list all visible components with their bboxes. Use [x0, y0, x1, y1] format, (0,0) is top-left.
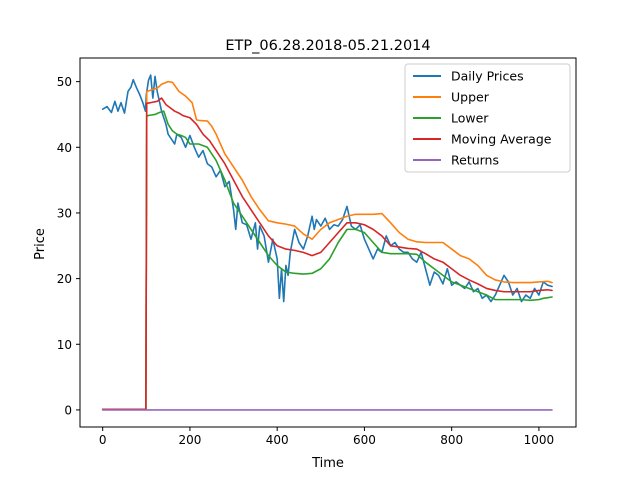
series-line-moving-average	[101, 97, 553, 411]
axes: 0 200 400 600 800 1000 0 10 20 30 40 50	[57, 57, 577, 447]
y-tick-label: 40	[57, 141, 72, 155]
legend-label-lower: Lower	[451, 111, 489, 126]
legend-label-upper: Upper	[451, 90, 490, 105]
legend-box	[404, 63, 571, 173]
legend: Daily Prices Upper Lower Moving Average Retu…	[404, 63, 571, 173]
chart-title: ETP_06.28.2018-05.21.2014	[225, 38, 430, 54]
series-line-upper	[101, 80, 553, 411]
x-tick-label: 600	[353, 433, 376, 447]
y-tick-label: 30	[57, 206, 72, 220]
y-tick-label: 50	[57, 75, 72, 89]
plot-area	[101, 74, 553, 411]
x-tick-label: 400	[266, 433, 289, 447]
y-axis-label: Price	[33, 228, 48, 260]
x-tick-label: 1000	[524, 433, 555, 447]
legend-label-daily-prices: Daily Prices	[451, 69, 524, 84]
y-tick-label: 0	[64, 403, 72, 417]
series-line-daily-prices	[101, 74, 553, 303]
x-tick-label: 0	[99, 433, 107, 447]
legend-label-returns: Returns	[451, 153, 499, 168]
axes-frame	[79, 57, 577, 428]
x-tick-label: 800	[440, 433, 463, 447]
series-line-lower	[101, 110, 553, 411]
y-tick-label: 20	[57, 272, 72, 286]
x-tick-label: 200	[178, 433, 201, 447]
legend-label-moving-average: Moving Average	[451, 132, 552, 147]
x-axis-label: Time	[311, 456, 344, 471]
y-tick-label: 10	[57, 338, 72, 352]
